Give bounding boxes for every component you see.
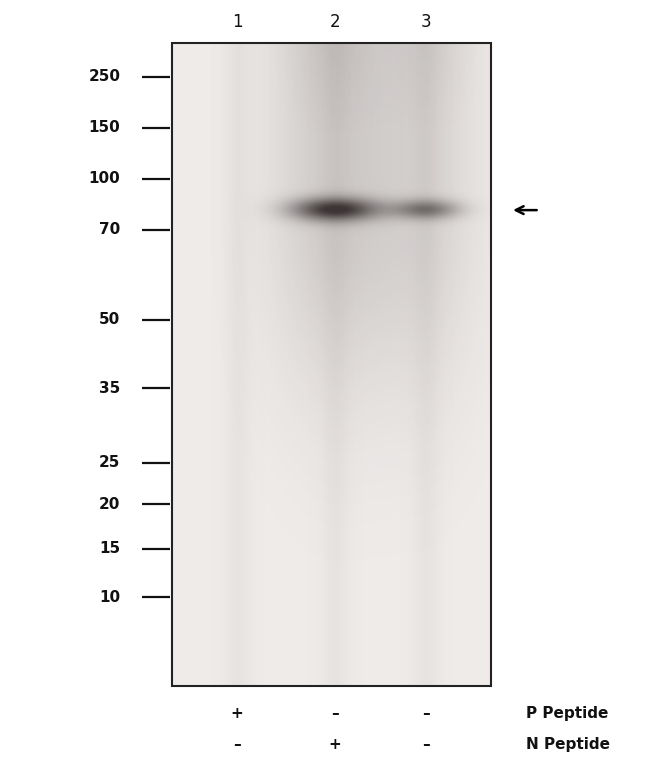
- Text: N Peptide: N Peptide: [526, 737, 610, 753]
- Text: –: –: [422, 737, 430, 753]
- Text: 35: 35: [99, 380, 120, 396]
- Text: –: –: [422, 706, 430, 721]
- Text: 20: 20: [99, 496, 120, 512]
- Text: 70: 70: [99, 222, 120, 238]
- Text: P Peptide: P Peptide: [526, 706, 609, 721]
- Text: –: –: [233, 737, 241, 753]
- Text: 2: 2: [330, 13, 340, 31]
- Text: 3: 3: [421, 13, 431, 31]
- Text: 25: 25: [99, 455, 120, 470]
- Text: +: +: [328, 737, 341, 753]
- Text: +: +: [231, 706, 244, 721]
- Text: 150: 150: [88, 120, 120, 136]
- Text: –: –: [331, 706, 339, 721]
- Text: 100: 100: [88, 171, 120, 187]
- Text: 15: 15: [99, 541, 120, 557]
- Text: 10: 10: [99, 590, 120, 605]
- Text: 50: 50: [99, 312, 120, 328]
- Text: 1: 1: [232, 13, 242, 31]
- Text: 250: 250: [88, 69, 120, 85]
- Bar: [172, 43, 491, 686]
